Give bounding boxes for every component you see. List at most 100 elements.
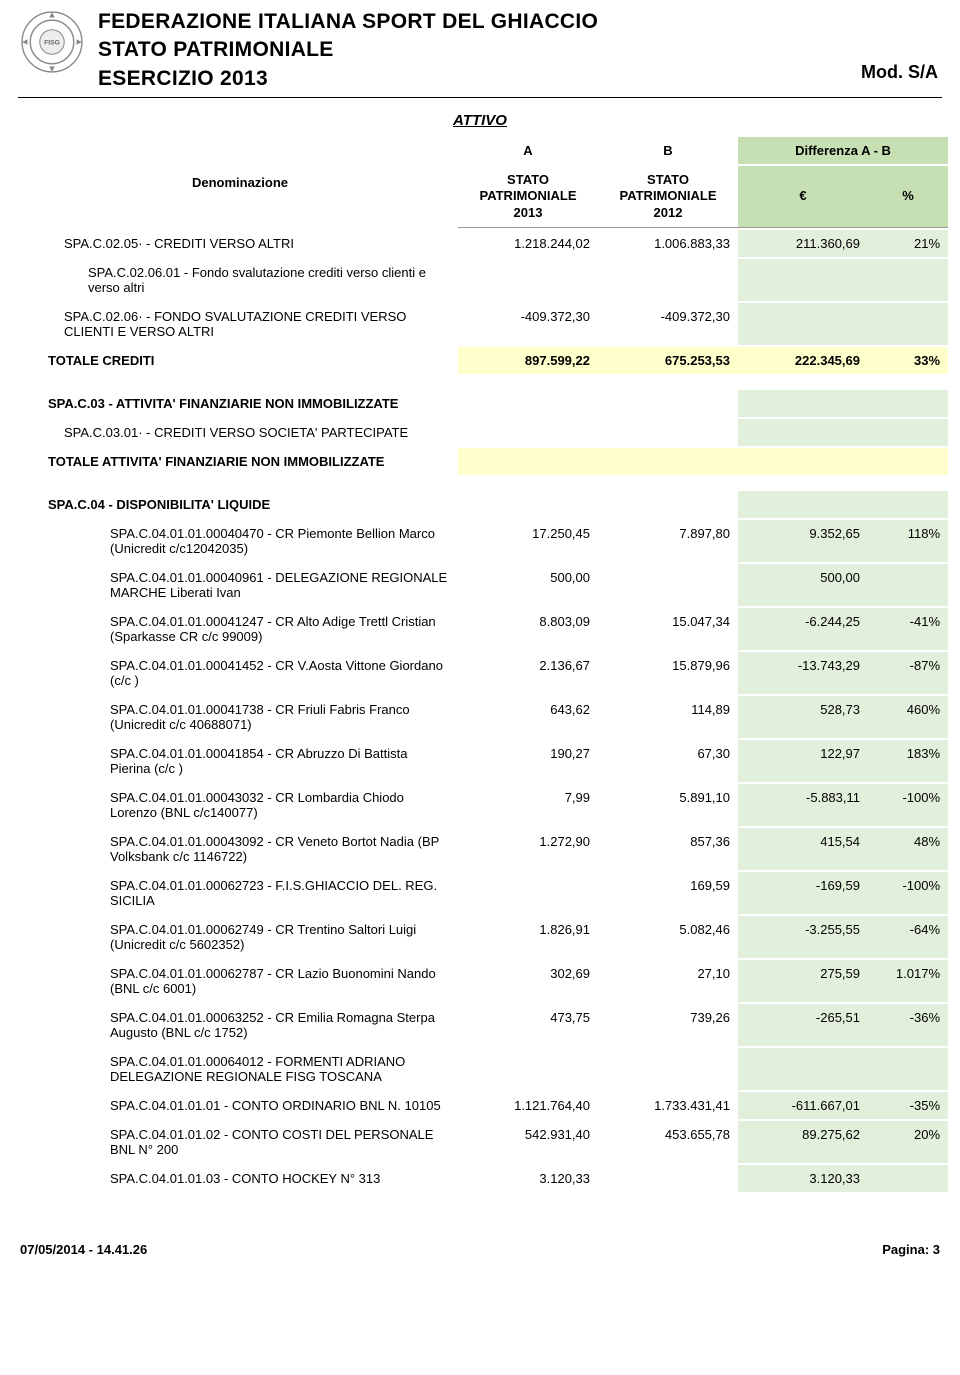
cell-diff-pct: -64% <box>868 916 948 958</box>
cell-diff-eur: -611.667,01 <box>738 1092 868 1119</box>
cell-diff-pct <box>868 564 948 606</box>
cell-b <box>598 1165 738 1192</box>
cell-b: 1.733.431,41 <box>598 1092 738 1119</box>
cell-a: 897.599,22 <box>458 347 598 374</box>
cell-denom: SPA.C.04.01.01.01 - CONTO ORDINARIO BNL … <box>18 1092 458 1119</box>
col-b-sub: STATOPATRIMONIALE2012 <box>598 166 738 228</box>
cell-diff-pct <box>868 491 948 518</box>
cell-a: 1.218.244,02 <box>458 230 598 257</box>
cell-b <box>598 419 738 446</box>
cell-denom: SPA.C.04.01.01.03 - CONTO HOCKEY N° 313 <box>18 1165 458 1192</box>
col-a-label: A <box>458 137 598 164</box>
cell-diff-eur: 211.360,69 <box>738 230 868 257</box>
cell-b <box>598 259 738 301</box>
header-titles: FEDERAZIONE ITALIANA SPORT DEL GHIACCIO … <box>98 8 942 93</box>
cell-a: 542.931,40 <box>458 1121 598 1163</box>
cell-diff-eur <box>738 390 868 417</box>
cell-diff-pct <box>868 390 948 417</box>
cell-a <box>458 259 598 301</box>
cell-diff-pct: 48% <box>868 828 948 870</box>
cell-a: 17.250,45 <box>458 520 598 562</box>
cell-denom: SPA.C.04.01.01.00064012 - FORMENTI ADRIA… <box>18 1048 458 1090</box>
cell-b: 675.253,53 <box>598 347 738 374</box>
cell-b <box>598 491 738 518</box>
cell-denom: SPA.C.04.01.01.02 - CONTO COSTI DEL PERS… <box>18 1121 458 1163</box>
col-diff-eur: € <box>738 166 868 228</box>
cell-a <box>458 1048 598 1090</box>
cell-a: 1.121.764,40 <box>458 1092 598 1119</box>
cell-diff-pct <box>868 303 948 345</box>
cell-diff-eur <box>738 419 868 446</box>
cell-diff-eur: -13.743,29 <box>738 652 868 694</box>
cell-diff-pct: -100% <box>868 872 948 914</box>
header-line-3: ESERCIZIO 2013 <box>98 65 942 93</box>
cell-b <box>598 390 738 417</box>
cell-b: 67,30 <box>598 740 738 782</box>
table-row: SPA.C.04.01.01.00064012 - FORMENTI ADRIA… <box>18 1048 948 1090</box>
cell-diff-pct: -36% <box>868 1004 948 1046</box>
header-line-1: FEDERAZIONE ITALIANA SPORT DEL GHIACCIO <box>98 8 942 36</box>
cell-diff-eur <box>738 303 868 345</box>
cell-diff-eur: 222.345,69 <box>738 347 868 374</box>
table-row: SPA.C.04.01.01.00041247 - CR Alto Adige … <box>18 608 948 650</box>
cell-diff-pct: -35% <box>868 1092 948 1119</box>
cell-denom: SPA.C.04.01.01.00041738 - CR Friuli Fabr… <box>18 696 458 738</box>
cell-b: 1.006.883,33 <box>598 230 738 257</box>
cell-a: 1.272,90 <box>458 828 598 870</box>
col-diff-title: Differenza A - B <box>738 137 948 164</box>
cell-b: 7.897,80 <box>598 520 738 562</box>
cell-a <box>458 872 598 914</box>
cell-diff-eur: 528,73 <box>738 696 868 738</box>
cell-denom: SPA.C.04.01.01.00040961 - DELEGAZIONE RE… <box>18 564 458 606</box>
cell-denom: TOTALE CREDITI <box>18 347 458 374</box>
cell-diff-pct <box>868 259 948 301</box>
footer-timestamp: 07/05/2014 - 14.41.26 <box>20 1242 147 1257</box>
svg-text:FISG: FISG <box>44 40 60 47</box>
cell-diff-eur: 275,59 <box>738 960 868 1002</box>
cell-b <box>598 448 738 475</box>
fisg-logo: FISG <box>18 8 86 76</box>
cell-denom: SPA.C.04.01.01.00041854 - CR Abruzzo Di … <box>18 740 458 782</box>
cell-denom: SPA.C.04.01.01.00043032 - CR Lombardia C… <box>18 784 458 826</box>
cell-diff-eur: -265,51 <box>738 1004 868 1046</box>
cell-diff-eur: 122,97 <box>738 740 868 782</box>
cell-denom: SPA.C.04 - DISPONIBILITA' LIQUIDE <box>18 491 458 518</box>
cell-diff-eur: -3.255,55 <box>738 916 868 958</box>
col-b-label: B <box>598 137 738 164</box>
table-row: SPA.C.02.06· - FONDO SVALUTAZIONE CREDIT… <box>18 303 948 345</box>
cell-denom: SPA.C.02.06.01 - Fondo svalutazione cred… <box>18 259 458 301</box>
table-row: SPA.C.04.01.01.00041854 - CR Abruzzo Di … <box>18 740 948 782</box>
table-row: SPA.C.04.01.01.02 - CONTO COSTI DEL PERS… <box>18 1121 948 1163</box>
table-row: SPA.C.04.01.01.03 - CONTO HOCKEY N° 3133… <box>18 1165 948 1192</box>
cell-diff-pct: 33% <box>868 347 948 374</box>
cell-a: 2.136,67 <box>458 652 598 694</box>
table-row: SPA.C.02.06.01 - Fondo svalutazione cred… <box>18 259 948 301</box>
table-row: SPA.C.04.01.01.00063252 - CR Emilia Roma… <box>18 1004 948 1046</box>
cell-b: 5.082,46 <box>598 916 738 958</box>
cell-b: 453.655,78 <box>598 1121 738 1163</box>
cell-diff-pct: 118% <box>868 520 948 562</box>
cell-diff-pct: 20% <box>868 1121 948 1163</box>
attivo-title: ATTIVO <box>18 112 942 129</box>
balance-table: Denominazione A B Differenza A - B STATO… <box>18 135 948 1194</box>
cell-a <box>458 390 598 417</box>
cell-denom: SPA.C.02.06· - FONDO SVALUTAZIONE CREDIT… <box>18 303 458 345</box>
cell-a: 302,69 <box>458 960 598 1002</box>
table-row <box>18 376 948 388</box>
table-row <box>18 477 948 489</box>
col-denom: Denominazione <box>18 137 458 228</box>
table-row: SPA.C.04 - DISPONIBILITA' LIQUIDE <box>18 491 948 518</box>
cell-b: 857,36 <box>598 828 738 870</box>
cell-a <box>458 448 598 475</box>
cell-denom: SPA.C.04.01.01.00063252 - CR Emilia Roma… <box>18 1004 458 1046</box>
cell-diff-pct: 183% <box>868 740 948 782</box>
cell-b: 27,10 <box>598 960 738 1002</box>
cell-a: 643,62 <box>458 696 598 738</box>
header-divider <box>18 97 942 98</box>
table-row: SPA.C.02.05· - CREDITI VERSO ALTRI1.218.… <box>18 230 948 257</box>
cell-diff-eur <box>738 1048 868 1090</box>
cell-b: 15.879,96 <box>598 652 738 694</box>
cell-diff-eur <box>738 491 868 518</box>
cell-a: 8.803,09 <box>458 608 598 650</box>
cell-denom: SPA.C.02.05· - CREDITI VERSO ALTRI <box>18 230 458 257</box>
